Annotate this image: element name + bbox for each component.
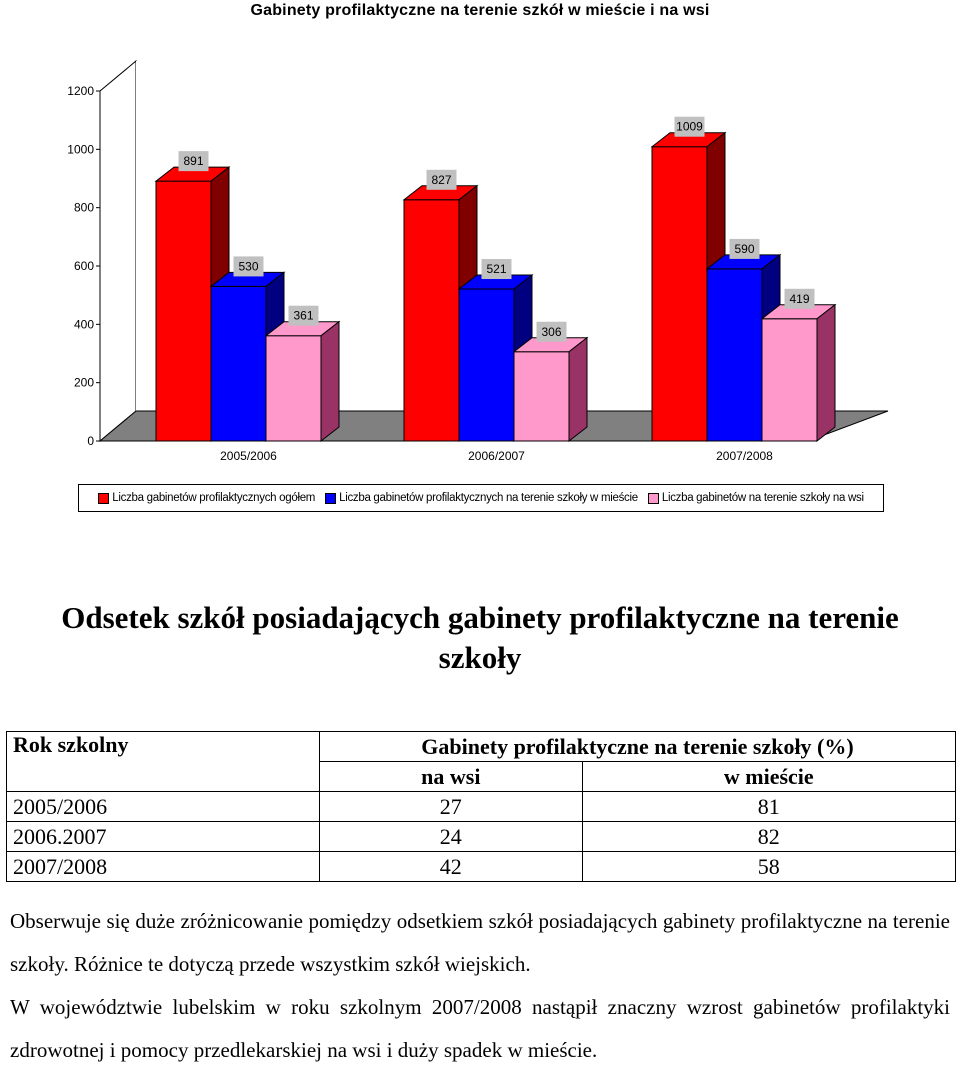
data-label-box xyxy=(288,305,319,326)
left-wall xyxy=(99,59,137,443)
x-tick-label: 2007/2008 xyxy=(716,449,773,463)
data-label: 530 xyxy=(238,259,258,273)
data-label: 1009 xyxy=(676,120,703,134)
legend-label-rural: Liczba gabinetów na terenie szkoły na ws… xyxy=(661,492,864,504)
y-tick-label: 800 xyxy=(74,201,94,215)
percentage-table: Rok szkolny Gabinety profilaktyczne na t… xyxy=(6,731,957,882)
data-label-box xyxy=(674,116,705,137)
data-label: 521 xyxy=(486,262,506,276)
table-subheader-row: na wsi w mieście xyxy=(7,761,957,792)
bar-side xyxy=(816,303,836,443)
cell-urban: 81 xyxy=(581,791,957,822)
bar-front xyxy=(651,146,708,442)
data-label-box xyxy=(233,256,264,277)
legend-swatch-total xyxy=(98,492,110,504)
y-tick-label: 1000 xyxy=(67,142,94,156)
bar-side xyxy=(320,320,340,443)
x-tick-label: 2005/2006 xyxy=(220,449,277,463)
bar-side xyxy=(568,336,588,443)
bar-front xyxy=(265,335,322,442)
y-tick-label: 1200 xyxy=(67,84,94,98)
cell-year: 2007/2008 xyxy=(6,851,320,882)
bar-front xyxy=(761,318,818,442)
legend-swatch-urban xyxy=(325,492,337,504)
chart-title: Gabinety profilaktyczne na terenie szkół… xyxy=(250,2,710,19)
data-label: 590 xyxy=(734,242,754,256)
bar-front xyxy=(513,351,570,442)
cell-rural: 27 xyxy=(319,791,583,822)
bar-front xyxy=(210,285,267,442)
y-tick-label: 0 xyxy=(87,434,94,448)
data-label-box xyxy=(784,288,815,309)
data-label-box xyxy=(481,259,512,280)
data-label-box xyxy=(426,169,457,190)
data-label-box xyxy=(536,321,567,342)
data-label: 361 xyxy=(293,309,313,323)
y-tick-label: 200 xyxy=(74,376,94,390)
paragraph-lublin: W województwie lubelskim w roku szkolnym… xyxy=(10,995,950,1062)
legend-item-rural: Liczba gabinetów na terenie szkoły na ws… xyxy=(647,492,864,504)
header-rural: na wsi xyxy=(319,761,583,792)
table-row: 2006.2007 24 82 xyxy=(6,821,957,852)
bar-chart-3d: 0 200 400 600 800 1000 1200 891 530 361 2005/2006 8… xyxy=(67,59,889,463)
chart-legend: Liczba gabinetów profilaktycznych ogółem… xyxy=(78,484,884,512)
data-label: 419 xyxy=(789,292,809,306)
data-label: 891 xyxy=(183,154,203,168)
cell-urban: 58 xyxy=(581,851,957,882)
cell-rural: 24 xyxy=(319,821,583,852)
data-label-box xyxy=(729,238,760,259)
legend-label-total: Liczba gabinetów profilaktycznych ogółem xyxy=(112,492,316,504)
bar-front xyxy=(706,268,763,442)
cell-year: 2006.2007 xyxy=(6,821,320,852)
paragraph-observation: Obserwuje się duże zróżnicowanie pomiędz… xyxy=(10,909,950,976)
legend-label-urban: Liczba gabinetów profilaktycznych na ter… xyxy=(339,492,638,504)
section-title: Odsetek szkół posiadających gabinety pro… xyxy=(61,600,899,675)
cell-year: 2005/2006 xyxy=(6,791,320,822)
header-urban: w mieście xyxy=(581,761,957,792)
bar-front xyxy=(458,288,515,442)
legend-swatch-rural xyxy=(647,492,659,504)
data-label: 306 xyxy=(541,325,561,339)
header-group: Gabinety profilaktyczne na terenie szkoł… xyxy=(319,731,956,762)
data-label: 827 xyxy=(431,173,451,187)
legend-item-urban: Liczba gabinetów profilaktycznych na ter… xyxy=(325,492,638,504)
cell-rural: 42 xyxy=(319,851,583,882)
table-row: 2005/2006 27 81 xyxy=(6,791,957,822)
y-tick-label: 400 xyxy=(74,317,94,331)
header-year: Rok szkolny xyxy=(6,731,320,792)
bar-front xyxy=(403,199,460,442)
cell-urban: 82 xyxy=(581,821,957,852)
table-header-row: Rok szkolny Gabinety profilaktyczne na t… xyxy=(6,731,956,792)
bar-front xyxy=(155,180,212,442)
x-tick-label: 2006/2007 xyxy=(468,449,525,463)
data-label-box xyxy=(178,151,209,172)
y-tick-label: 600 xyxy=(74,259,94,273)
table-row: 2007/2008 42 58 xyxy=(6,851,957,882)
legend-item-total: Liczba gabinetów profilaktycznych ogółem xyxy=(98,492,315,504)
